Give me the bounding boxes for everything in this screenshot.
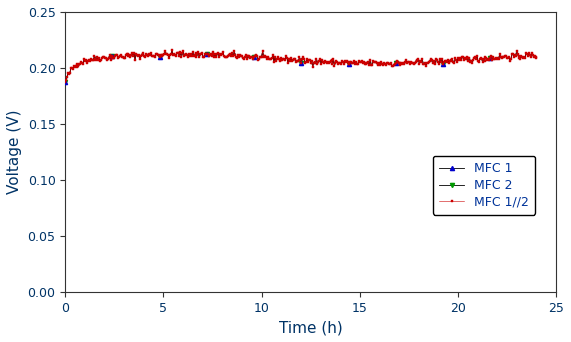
MFC 1 — [62, 80, 69, 84]
MFC 1 — [449, 57, 456, 62]
MFC 1 — [522, 51, 529, 55]
MFC 2 — [287, 59, 293, 63]
MFC 1//2 — [449, 57, 456, 62]
MFC 1//2 — [62, 80, 69, 84]
MFC 1 — [317, 62, 324, 66]
MFC 2 — [317, 62, 324, 66]
MFC 1//2 — [317, 62, 324, 66]
Line: MFC 1//2: MFC 1//2 — [64, 49, 538, 83]
Legend: MFC 1, MFC 2, MFC 1//2: MFC 1, MFC 2, MFC 1//2 — [433, 156, 535, 215]
MFC 1 — [289, 58, 296, 62]
MFC 1 — [168, 48, 175, 52]
MFC 2 — [343, 60, 350, 64]
Y-axis label: Voltage (V): Voltage (V) — [7, 110, 22, 194]
MFC 2 — [62, 80, 69, 84]
MFC 1//2 — [522, 51, 529, 55]
MFC 2 — [522, 51, 529, 55]
Line: MFC 2: MFC 2 — [63, 48, 538, 84]
MFC 1//2 — [287, 59, 293, 63]
MFC 1 — [343, 60, 350, 64]
MFC 1//2 — [533, 55, 540, 60]
MFC 2 — [449, 57, 456, 62]
Line: MFC 1: MFC 1 — [63, 48, 538, 84]
MFC 2 — [168, 48, 175, 52]
MFC 1//2 — [289, 58, 296, 62]
MFC 1 — [287, 59, 293, 63]
X-axis label: Time (h): Time (h) — [279, 320, 343, 335]
MFC 2 — [289, 58, 296, 62]
MFC 1//2 — [168, 48, 175, 52]
MFC 2 — [533, 55, 540, 60]
MFC 1 — [533, 55, 540, 60]
MFC 1//2 — [343, 60, 350, 64]
